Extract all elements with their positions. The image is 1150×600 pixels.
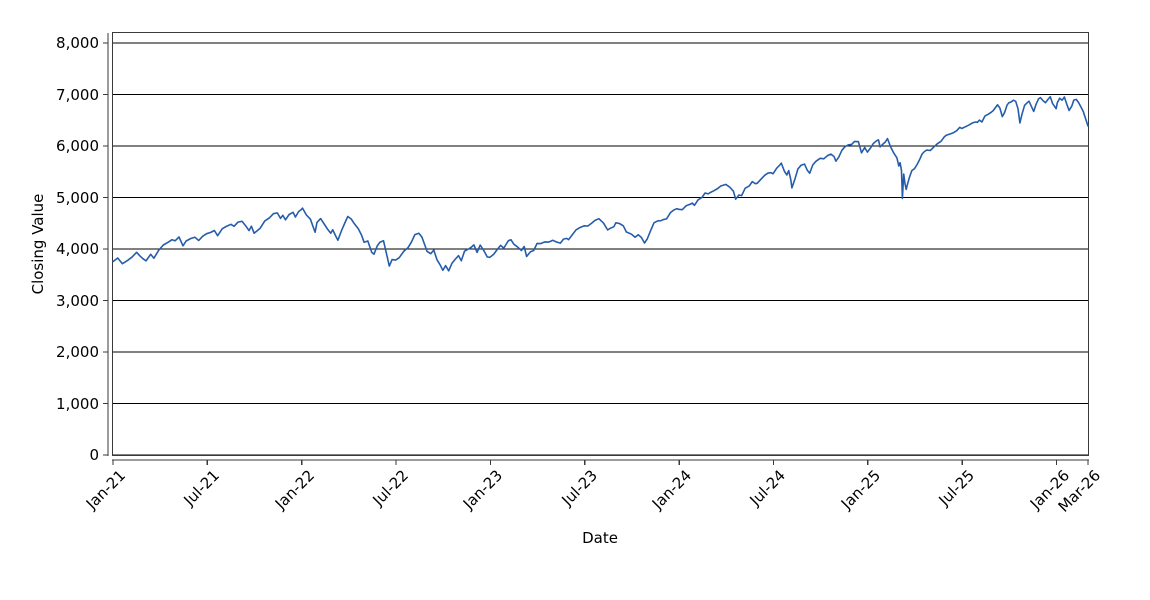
y-tick-label: 7,000 xyxy=(56,85,99,104)
y-tick-label: 2,000 xyxy=(56,343,99,361)
y-tick-label: 0 xyxy=(89,446,99,464)
y-tick-label: 4,000 xyxy=(56,240,99,258)
series-line xyxy=(112,95,1089,272)
y-tick-label: 8,000 xyxy=(56,34,99,52)
plot-frame xyxy=(111,31,1090,457)
x-axis-title: Date xyxy=(582,529,618,547)
y-tick-label: 3,000 xyxy=(56,291,99,310)
y-tick-label: 5,000 xyxy=(56,188,99,207)
y-tick-label: 6,000 xyxy=(56,137,99,155)
y-tick-label: 1,000 xyxy=(56,394,99,413)
